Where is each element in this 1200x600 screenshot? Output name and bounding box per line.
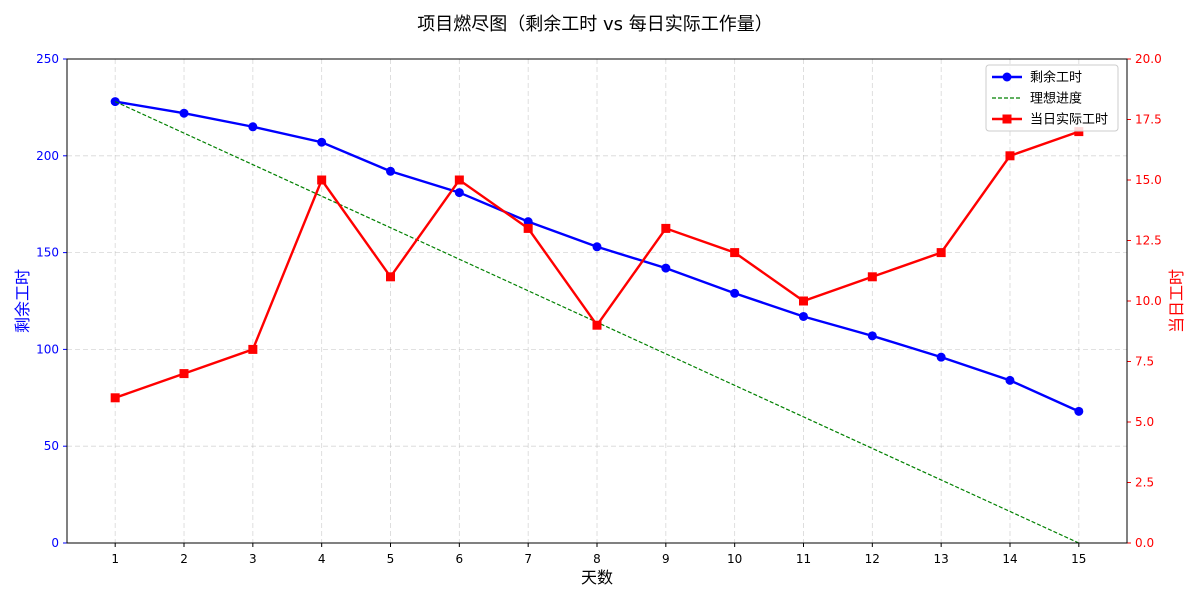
y-left-tick-label: 0 xyxy=(51,536,59,550)
data-point xyxy=(867,331,877,341)
x-tick-label: 1 xyxy=(111,552,119,566)
legend-item: 剩余工时 xyxy=(992,70,1082,86)
chart-title: 项目燃尽图（剩余工时 vs 每日实际工作量） xyxy=(417,14,772,35)
data-point xyxy=(179,108,189,118)
y-right-tick-label: 7.5 xyxy=(1135,355,1154,369)
x-tick-label: 8 xyxy=(593,552,601,566)
data-point xyxy=(936,248,946,258)
data-point xyxy=(248,344,258,354)
legend-swatch-marker xyxy=(1002,114,1012,124)
data-point xyxy=(592,320,602,330)
data-point xyxy=(936,352,946,362)
data-point xyxy=(523,217,533,227)
x-tick-label: 3 xyxy=(249,552,257,566)
legend-label: 理想进度 xyxy=(1030,91,1082,107)
y-right-tick-label: 17.5 xyxy=(1135,113,1162,127)
x-tick-label: 4 xyxy=(318,552,326,566)
data-point xyxy=(317,137,327,147)
data-point xyxy=(1005,151,1015,161)
x-tick-label: 5 xyxy=(387,552,395,566)
data-point xyxy=(661,263,671,273)
legend-label: 当日实际工时 xyxy=(1030,113,1108,128)
y-right-tick-label: 0.0 xyxy=(1135,536,1154,550)
data-point xyxy=(592,242,602,252)
series-3 xyxy=(110,127,1084,403)
data-point xyxy=(248,122,258,132)
x-tick-label: 11 xyxy=(796,552,811,566)
y-right-tick-label: 12.5 xyxy=(1135,234,1162,248)
axes: 1 2 3 4 5 6 7 8 9 10 11 12 13 14 150501001502002500.02… xyxy=(36,52,1162,566)
data-point xyxy=(386,166,396,176)
data-point xyxy=(1074,127,1084,137)
data-point xyxy=(730,248,740,258)
grid xyxy=(67,59,1127,543)
x-tick-label: 2 xyxy=(180,552,188,566)
legend-item: 理想进度 xyxy=(992,91,1082,107)
data-point xyxy=(523,223,533,233)
y-left-tick-label: 100 xyxy=(36,342,59,356)
y-right-tick-label: 2.5 xyxy=(1135,476,1154,490)
data-point xyxy=(454,188,464,198)
data-point xyxy=(798,311,808,321)
x-tick-label: 15 xyxy=(1071,552,1086,566)
legend-label: 剩余工时 xyxy=(1030,70,1082,86)
data-point xyxy=(1005,375,1015,385)
y-left-tick-label: 150 xyxy=(36,246,59,260)
y-right-tick-label: 15.0 xyxy=(1135,173,1162,187)
y-axis-right-label: 当日工时 xyxy=(1167,269,1186,333)
data-point xyxy=(179,369,189,379)
legend-swatch-marker xyxy=(1002,72,1012,82)
data-point xyxy=(867,272,877,282)
data-point xyxy=(386,272,396,282)
y-left-tick-label: 200 xyxy=(36,149,59,163)
y-right-tick-label: 10.0 xyxy=(1135,294,1162,308)
y-axis-left-label: 剩余工时 xyxy=(13,269,32,333)
data-point xyxy=(730,288,740,298)
plot-frame xyxy=(66,58,1128,544)
legend-box xyxy=(985,64,1119,132)
x-tick-label: 9 xyxy=(662,552,670,566)
data-point xyxy=(1074,406,1084,416)
data-point xyxy=(317,175,327,185)
series-1 xyxy=(110,97,1084,416)
y-right-tick-label: 20.0 xyxy=(1135,52,1162,66)
x-axis-label: 天数 xyxy=(581,568,613,587)
y-left-tick-label: 50 xyxy=(44,439,59,453)
x-tick-label: 10 xyxy=(727,552,742,566)
data-point xyxy=(110,393,120,403)
y-left-tick-label: 250 xyxy=(36,52,59,66)
data-point xyxy=(454,175,464,185)
x-tick-label: 6 xyxy=(456,552,464,566)
x-tick-label: 12 xyxy=(865,552,880,566)
x-tick-label: 14 xyxy=(1002,552,1017,566)
y-right-tick-label: 5.0 xyxy=(1135,415,1154,429)
series-layer xyxy=(110,97,1084,544)
x-tick-label: 13 xyxy=(934,552,949,566)
x-tick-label: 7 xyxy=(524,552,532,566)
data-point xyxy=(798,296,808,306)
data-point xyxy=(661,223,671,233)
legend-item: 当日实际工时 xyxy=(992,113,1108,128)
